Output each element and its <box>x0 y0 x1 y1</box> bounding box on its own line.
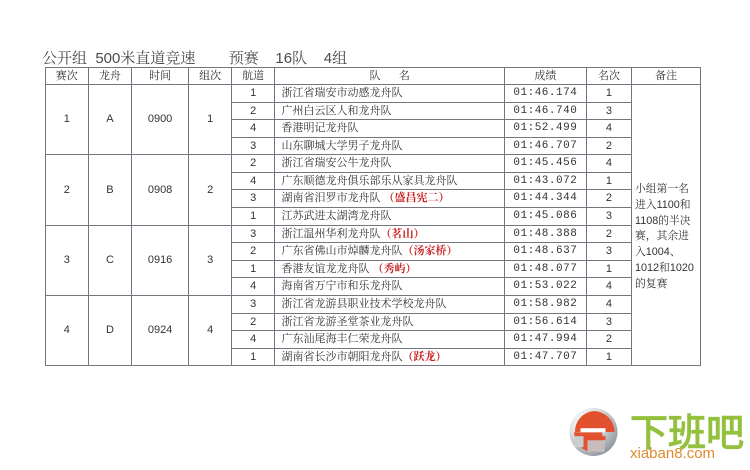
svg-text:xiaban8.com: xiaban8.com <box>630 445 715 458</box>
